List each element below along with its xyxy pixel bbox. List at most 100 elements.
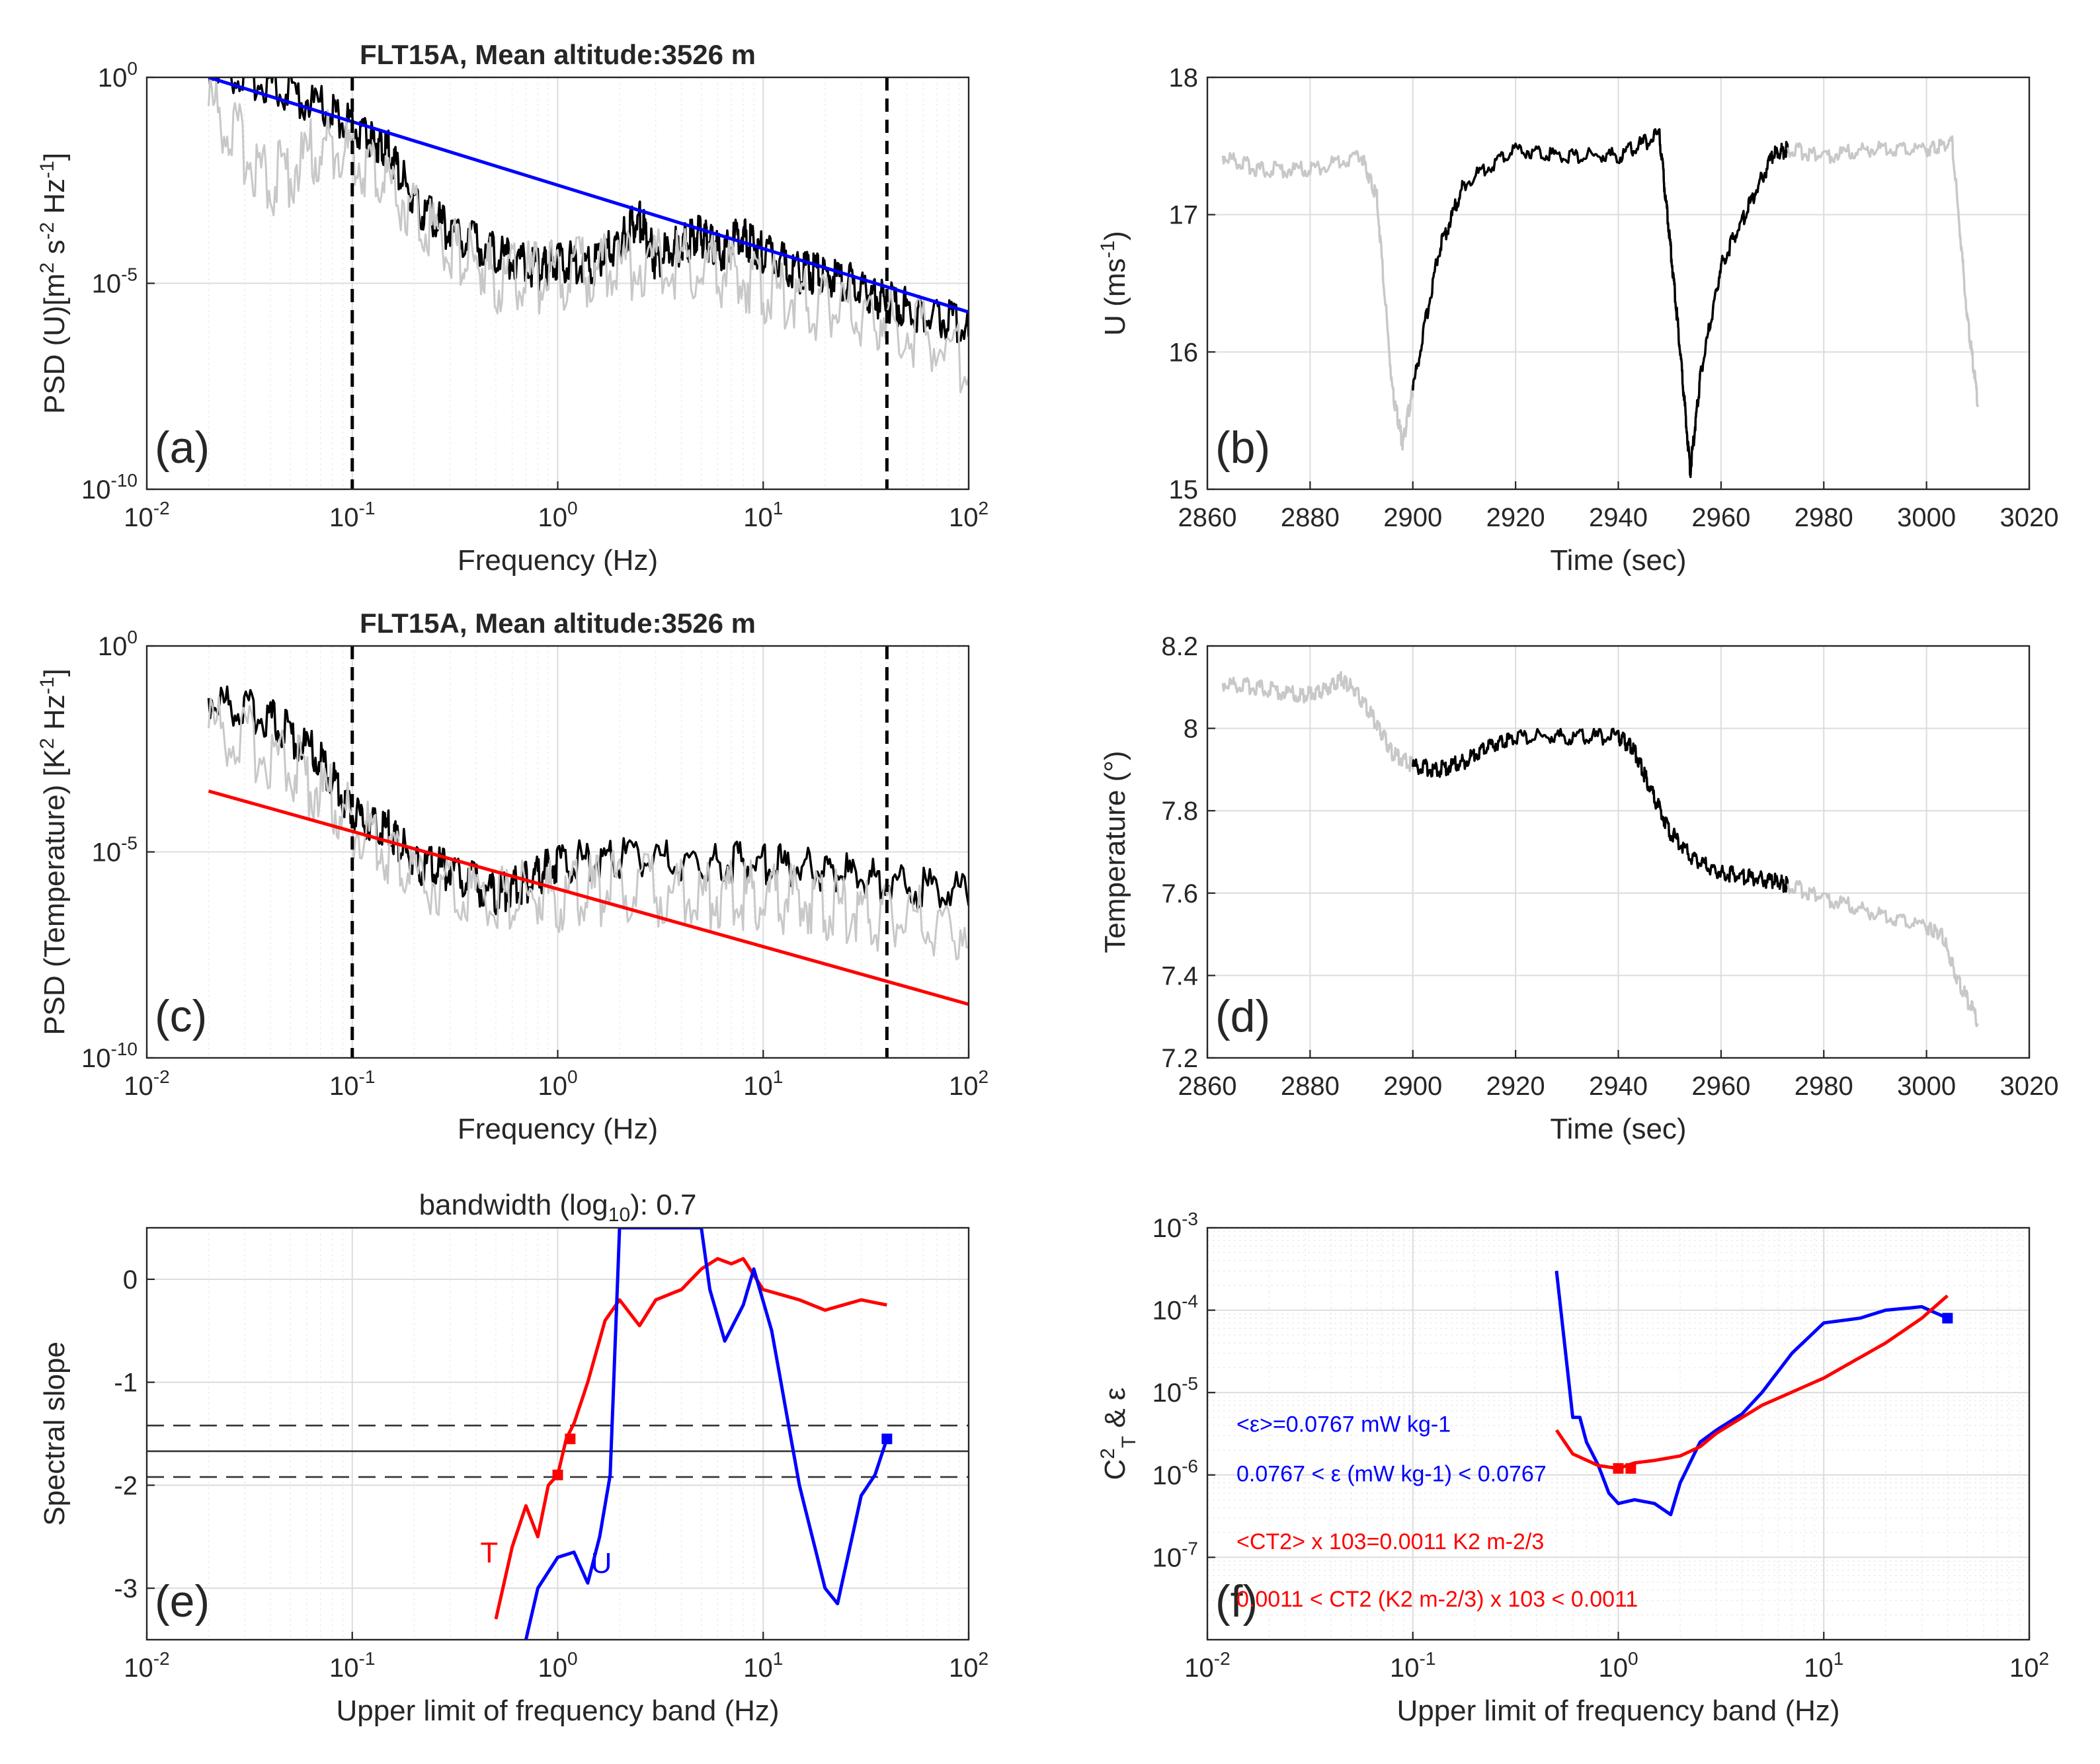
highlight-marker [1613, 1463, 1624, 1474]
panel-letter: (e) [155, 1576, 210, 1626]
x-tick-label: 10-1 [1390, 1648, 1435, 1683]
series-label-U: U [591, 1547, 612, 1580]
x-tick-label: 2920 [1486, 503, 1545, 532]
x-tick-label: 10-1 [329, 498, 375, 532]
y-tick-label-base: 10 [1152, 1214, 1182, 1243]
x-tick-label-exp: 2 [978, 1648, 989, 1669]
x-tick-label: 2900 [1383, 503, 1442, 532]
x-tick-label: 2980 [1795, 1072, 1853, 1101]
y-tick-label-exp: 0 [127, 58, 138, 79]
highlight-marker [565, 1433, 576, 1445]
y-tick-label-exp: -3 [1182, 1209, 1198, 1229]
x-tick-label: 2880 [1281, 503, 1340, 532]
title-part: bandwidth (log [419, 1189, 608, 1221]
x-tick-label-exp: -1 [359, 1648, 376, 1669]
y-axis-label: Temperature (°) [1099, 750, 1131, 953]
x-tick-label-exp: 1 [1834, 1648, 1844, 1669]
y-tick-label: 16 [1169, 338, 1199, 367]
x-tick-label: 100 [1598, 1648, 1638, 1683]
series-line-CT2 [1555, 1294, 1949, 1470]
x-tick-label: 2960 [1691, 503, 1750, 532]
y-label-part: U (ms [1099, 259, 1131, 336]
y-tick-label: 10-4 [1152, 1291, 1198, 1326]
x-tick-label-base: 10 [1390, 1654, 1420, 1683]
panel-letter: (b) [1215, 422, 1270, 473]
y-tick-label: 100 [98, 58, 138, 93]
y-label-part: s [38, 240, 71, 262]
series-line-before [1221, 670, 1414, 772]
y-label-part: ] [38, 153, 71, 161]
y-tick-label-base: 10 [81, 1044, 111, 1073]
x-tick-label-exp: 0 [567, 1648, 578, 1669]
stat-annotation: <CT2> x 103=0.0011 K2 m-2/3 [1236, 1529, 1544, 1554]
y-tick-label: 7.4 [1161, 961, 1198, 990]
x-tick-label-base: 10 [538, 503, 567, 532]
x-axis-label: Time (sec) [1550, 544, 1686, 577]
y-tick-label-exp: -6 [1182, 1456, 1198, 1476]
y-tick-label-exp: -5 [121, 833, 138, 854]
plot-area [207, 646, 969, 1058]
panel-letter: (a) [155, 422, 210, 473]
x-tick-label: 101 [743, 1648, 783, 1683]
y-tick-label: 7.8 [1161, 797, 1198, 826]
y-tick-label: -2 [114, 1471, 138, 1500]
x-tick-label-base: 10 [538, 1654, 567, 1683]
x-tick-label-base: 10 [329, 503, 359, 532]
x-tick-label-base: 10 [124, 1072, 153, 1101]
x-tick-label-exp: 0 [1628, 1648, 1638, 1669]
highlight-marker [1625, 1463, 1636, 1474]
y-axis-label: U (ms-1) [1097, 231, 1131, 336]
x-tick-label-exp: -1 [359, 1066, 376, 1087]
series-line-ensemble [208, 77, 969, 393]
highlight-marker [552, 1469, 563, 1480]
series-line-window [1412, 727, 1789, 893]
stat-annotation: 0.0011 < CT2 (K2 m-2/3) x 103 < 0.0011 [1236, 1587, 1638, 1612]
x-axis-label: Upper limit of frequency band (Hz) [1396, 1695, 1839, 1727]
panel-letter: (f) [1215, 1576, 1258, 1626]
plot-area [147, 1228, 969, 1640]
x-tick-label: 10-2 [1184, 1648, 1230, 1683]
x-tick-label-base: 10 [1184, 1654, 1214, 1683]
y-tick-label-base: 10 [1152, 1461, 1182, 1490]
y-axis-label: Spectral slope [38, 1342, 71, 1526]
y-tick-label: 10-10 [81, 1039, 138, 1073]
plot-area [208, 77, 969, 489]
series-line-window [1412, 128, 1789, 479]
plot-area [1555, 1270, 1953, 1517]
y-tick-label-exp: -7 [1182, 1538, 1198, 1558]
y-tick-label-exp: -5 [121, 264, 138, 285]
highlight-marker [1942, 1312, 1953, 1324]
title-sub: 10 [608, 1204, 630, 1226]
y-tick-label: -1 [114, 1369, 138, 1398]
y-tick-label: 10-6 [1152, 1456, 1198, 1490]
x-tick-label: 102 [949, 1066, 989, 1101]
panel-title: FLT15A, Mean altitude:3526 m [360, 39, 756, 70]
x-tick-label-exp: 1 [773, 1066, 784, 1087]
y-label-part: C [1099, 1459, 1131, 1480]
x-tick-label-base: 10 [949, 1654, 979, 1683]
y-label-part: ] [38, 668, 71, 676]
y-label-part: -1 [1097, 241, 1119, 259]
panel-d: 2860 2880 2900 2920 2940 2960 2980 3000 3020 7.2 7… [1099, 632, 2058, 1145]
y-label-part: 2 [36, 262, 58, 274]
y-tick-label-base: 10 [1152, 1379, 1182, 1408]
x-tick-label-base: 10 [949, 503, 979, 532]
x-tick-label-exp: -1 [1420, 1648, 1436, 1669]
x-tick-label: 10-2 [124, 1066, 169, 1101]
y-tick-label-base: 10 [98, 63, 128, 93]
y-axis-label: PSD (U)[m2 s-2 Hz-1] [36, 153, 71, 414]
series-line-epsilon [1555, 1270, 1949, 1517]
x-tick-label: 102 [2009, 1648, 2049, 1683]
x-tick-label-exp: -2 [153, 1066, 170, 1087]
plot-area [1221, 670, 1979, 1027]
y-label-part: -1 [36, 161, 58, 179]
x-tick-label: 101 [743, 498, 783, 532]
y-axis-label: PSD (Temperature) [K2 Hz-1] [36, 668, 71, 1035]
x-tick-label: 2940 [1589, 503, 1648, 532]
x-tick-label-base: 10 [1804, 1654, 1834, 1683]
grid [1207, 646, 2029, 1058]
series-line-after [1787, 135, 1980, 407]
x-tick-label: 3000 [1897, 1072, 1956, 1101]
x-tick-label-exp: 2 [978, 1066, 989, 1087]
x-tick-label-exp: -2 [153, 498, 170, 518]
